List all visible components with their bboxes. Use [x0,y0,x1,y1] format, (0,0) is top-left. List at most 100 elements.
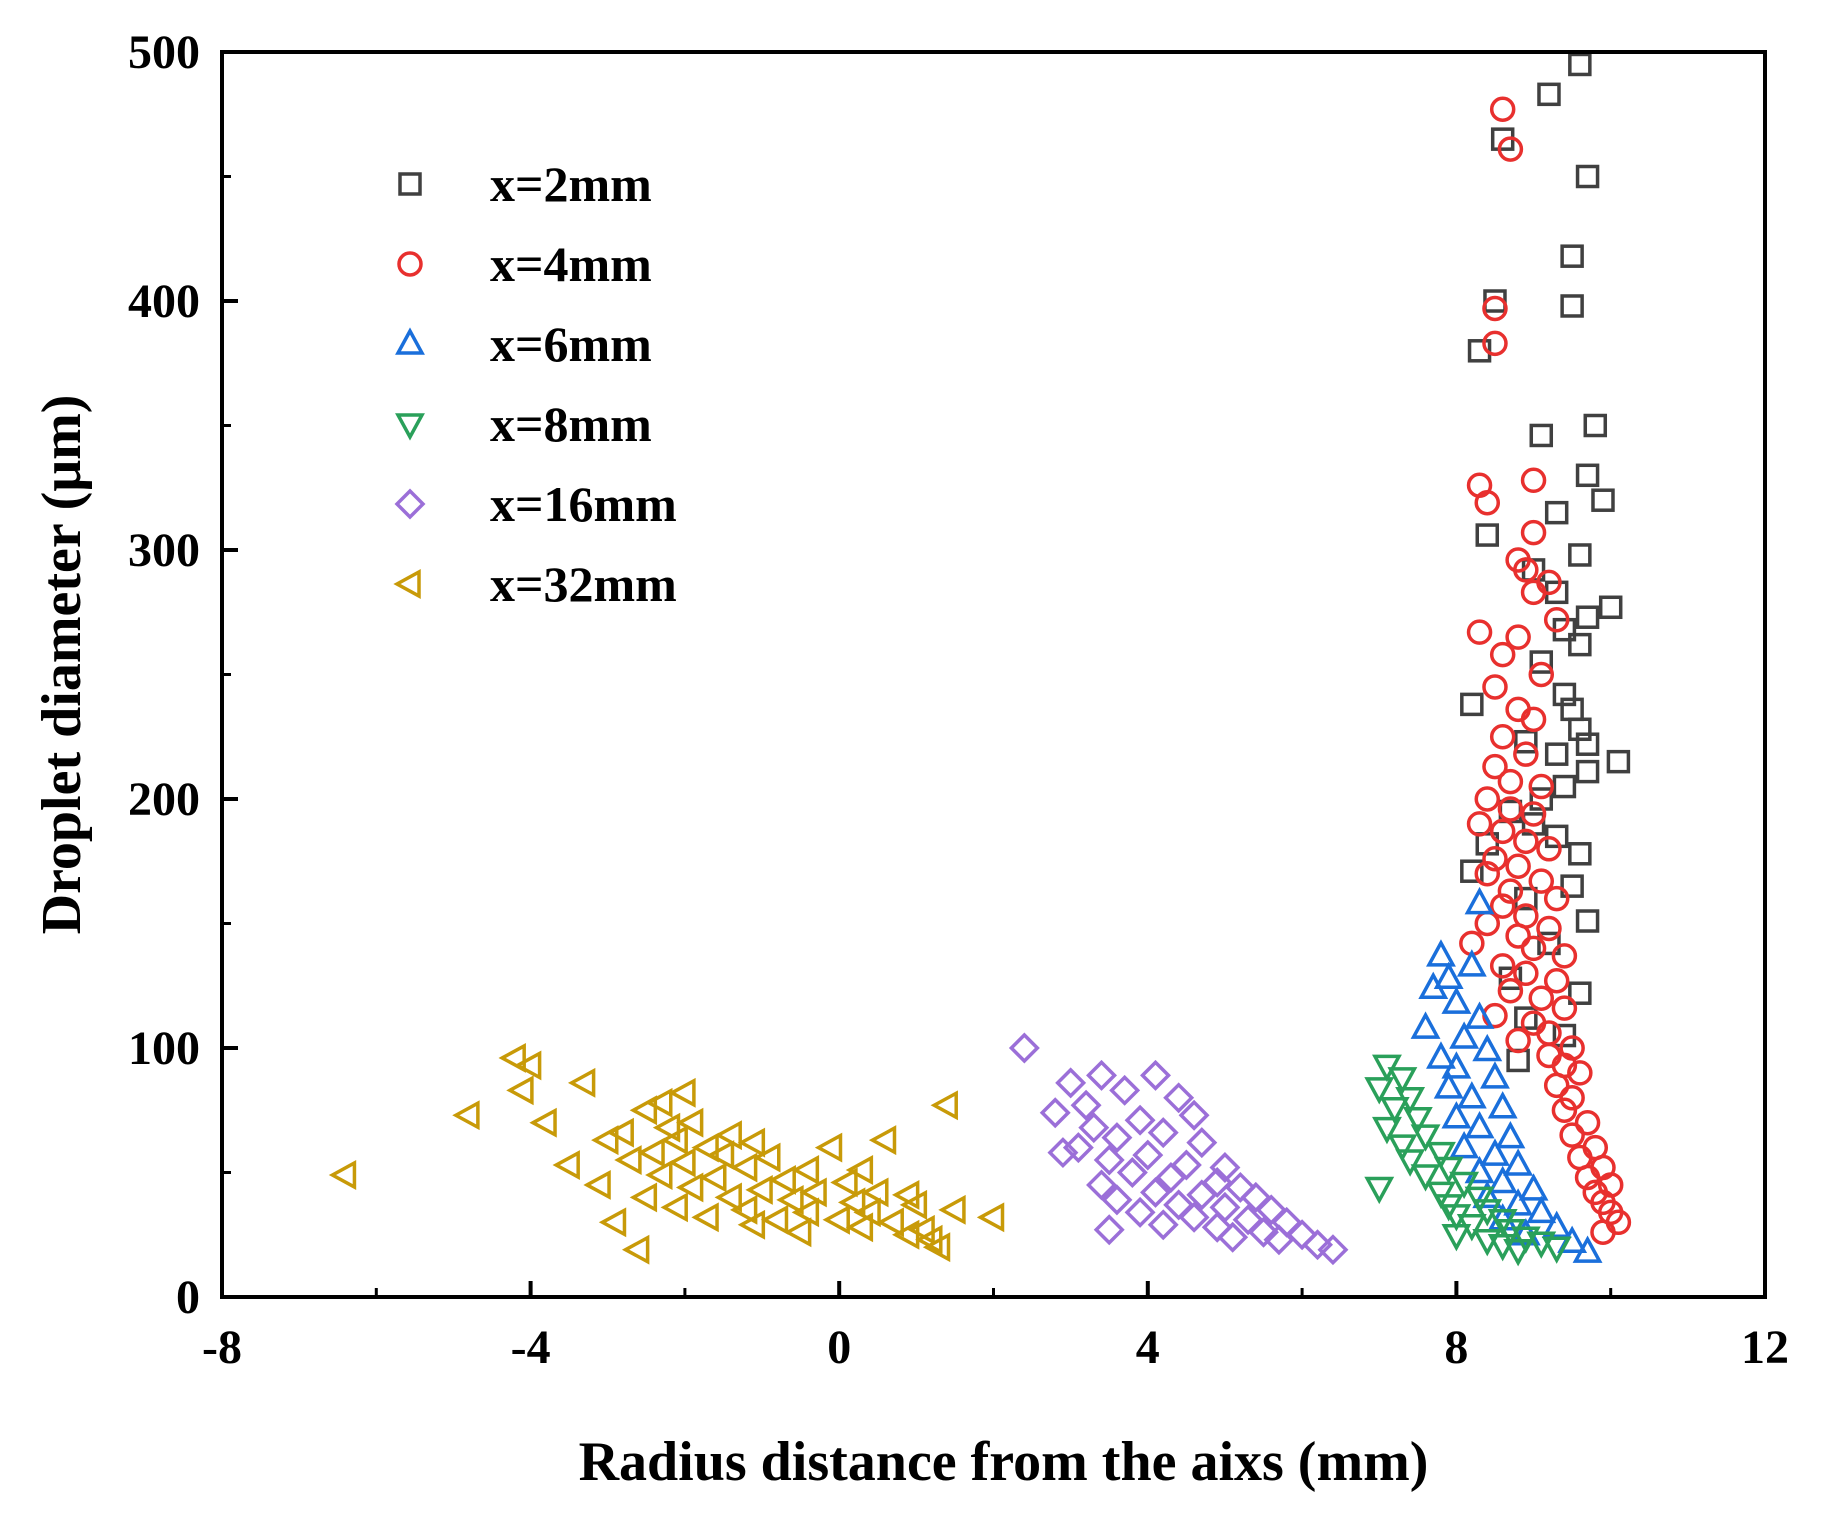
data-point [1286,1219,1318,1251]
data-point [1520,801,1547,827]
data-point [1047,1137,1079,1169]
legend-item: x=4mm [397,236,652,292]
data-point [1505,853,1531,879]
data-point [1567,1060,1593,1086]
data-point [1140,1059,1171,1091]
data-point [1224,1171,1256,1203]
data-point [1528,661,1555,688]
data-point [1606,749,1631,774]
x-tick-label: 12 [1741,1321,1789,1374]
legend-label: x=8mm [490,396,652,452]
data-point [606,1117,634,1148]
legend-marker [394,488,426,520]
data-point [791,1155,820,1185]
data-point [1537,931,1561,956]
data-point [729,1194,758,1225]
data-point [1575,759,1600,784]
data-point [1544,742,1569,766]
data-point [1410,1124,1441,1152]
data-point [845,1212,874,1243]
data-point [1503,1238,1534,1267]
data-point [1474,786,1501,812]
data-point [1489,818,1516,845]
legend-label: x=32mm [490,556,677,612]
data-point [729,1152,758,1183]
legend-item: x=8mm [395,396,652,452]
data-point [1520,519,1547,546]
data-point [1433,1071,1464,1099]
data-point [1505,624,1531,650]
data-point [1124,1104,1156,1136]
data-point [1568,543,1592,567]
series-x=32mm [328,1043,1005,1265]
data-point [1163,1082,1195,1114]
legend: x=2mm x=4mm x=6mm x=8mm x=16mm x=32mm [393,156,677,612]
data-point [1155,1162,1187,1193]
data-point [675,1172,704,1203]
data-point [899,1189,928,1220]
data-point [1575,164,1600,189]
data-point [907,1214,935,1245]
data-point [1480,1138,1510,1166]
x-tick-label: 4 [1136,1321,1160,1374]
data-point [845,1155,874,1185]
data-point [1008,1032,1040,1064]
data-point [1426,1141,1456,1170]
data-point [583,1170,611,1200]
data-point [814,1132,843,1163]
data-point [1513,960,1539,987]
data-point [1039,1097,1071,1129]
data-point [1489,724,1516,750]
data-point [1590,1219,1616,1246]
data-point [699,1162,727,1193]
data-point [1140,1176,1171,1208]
data-point [1410,1011,1441,1039]
data-point [1480,1061,1510,1089]
data-point [629,1095,658,1126]
data-point [1178,1201,1210,1233]
data-point [1364,1176,1395,1205]
series-x=16mm [1008,1032,1349,1266]
data-point [1568,842,1592,866]
data-point [1551,1097,1578,1123]
data-point [1497,136,1524,162]
data-point [1379,1097,1410,1125]
data-point [1497,878,1524,904]
data-point [930,1090,958,1121]
data-point [1482,846,1508,872]
data-point [567,1067,596,1098]
data-point [1426,1041,1456,1069]
data-point [1433,961,1464,990]
data-point [714,1120,742,1151]
data-point [1482,330,1508,357]
data-point [1568,717,1592,742]
data-point [1201,1166,1233,1198]
x-tick-label: -4 [511,1321,551,1374]
data-point [552,1150,580,1180]
data-point [1460,692,1484,717]
y-tick-label: 400 [128,275,200,328]
data-point [1560,874,1584,898]
data-point [1116,1157,1148,1188]
y-tick-label: 300 [128,524,200,577]
data-point [660,1192,688,1223]
data-point [1514,1006,1538,1030]
data-point [1520,935,1547,962]
data-point [629,1182,658,1213]
data-point [822,1204,850,1235]
data-point [1560,244,1584,268]
series-x=8mm [1364,1054,1572,1267]
data-point [1163,1189,1195,1221]
data-markers [328,52,1632,1267]
data-point [691,1132,719,1163]
data-point [1559,1122,1585,1148]
data-point [706,1140,735,1171]
data-point [498,1043,526,1073]
data-point [1568,981,1592,1005]
legend-marker [395,327,425,355]
data-point [1487,1165,1518,1194]
data-point [1418,971,1449,999]
data-point [1147,1209,1179,1241]
x-tick-label: 0 [827,1321,851,1374]
